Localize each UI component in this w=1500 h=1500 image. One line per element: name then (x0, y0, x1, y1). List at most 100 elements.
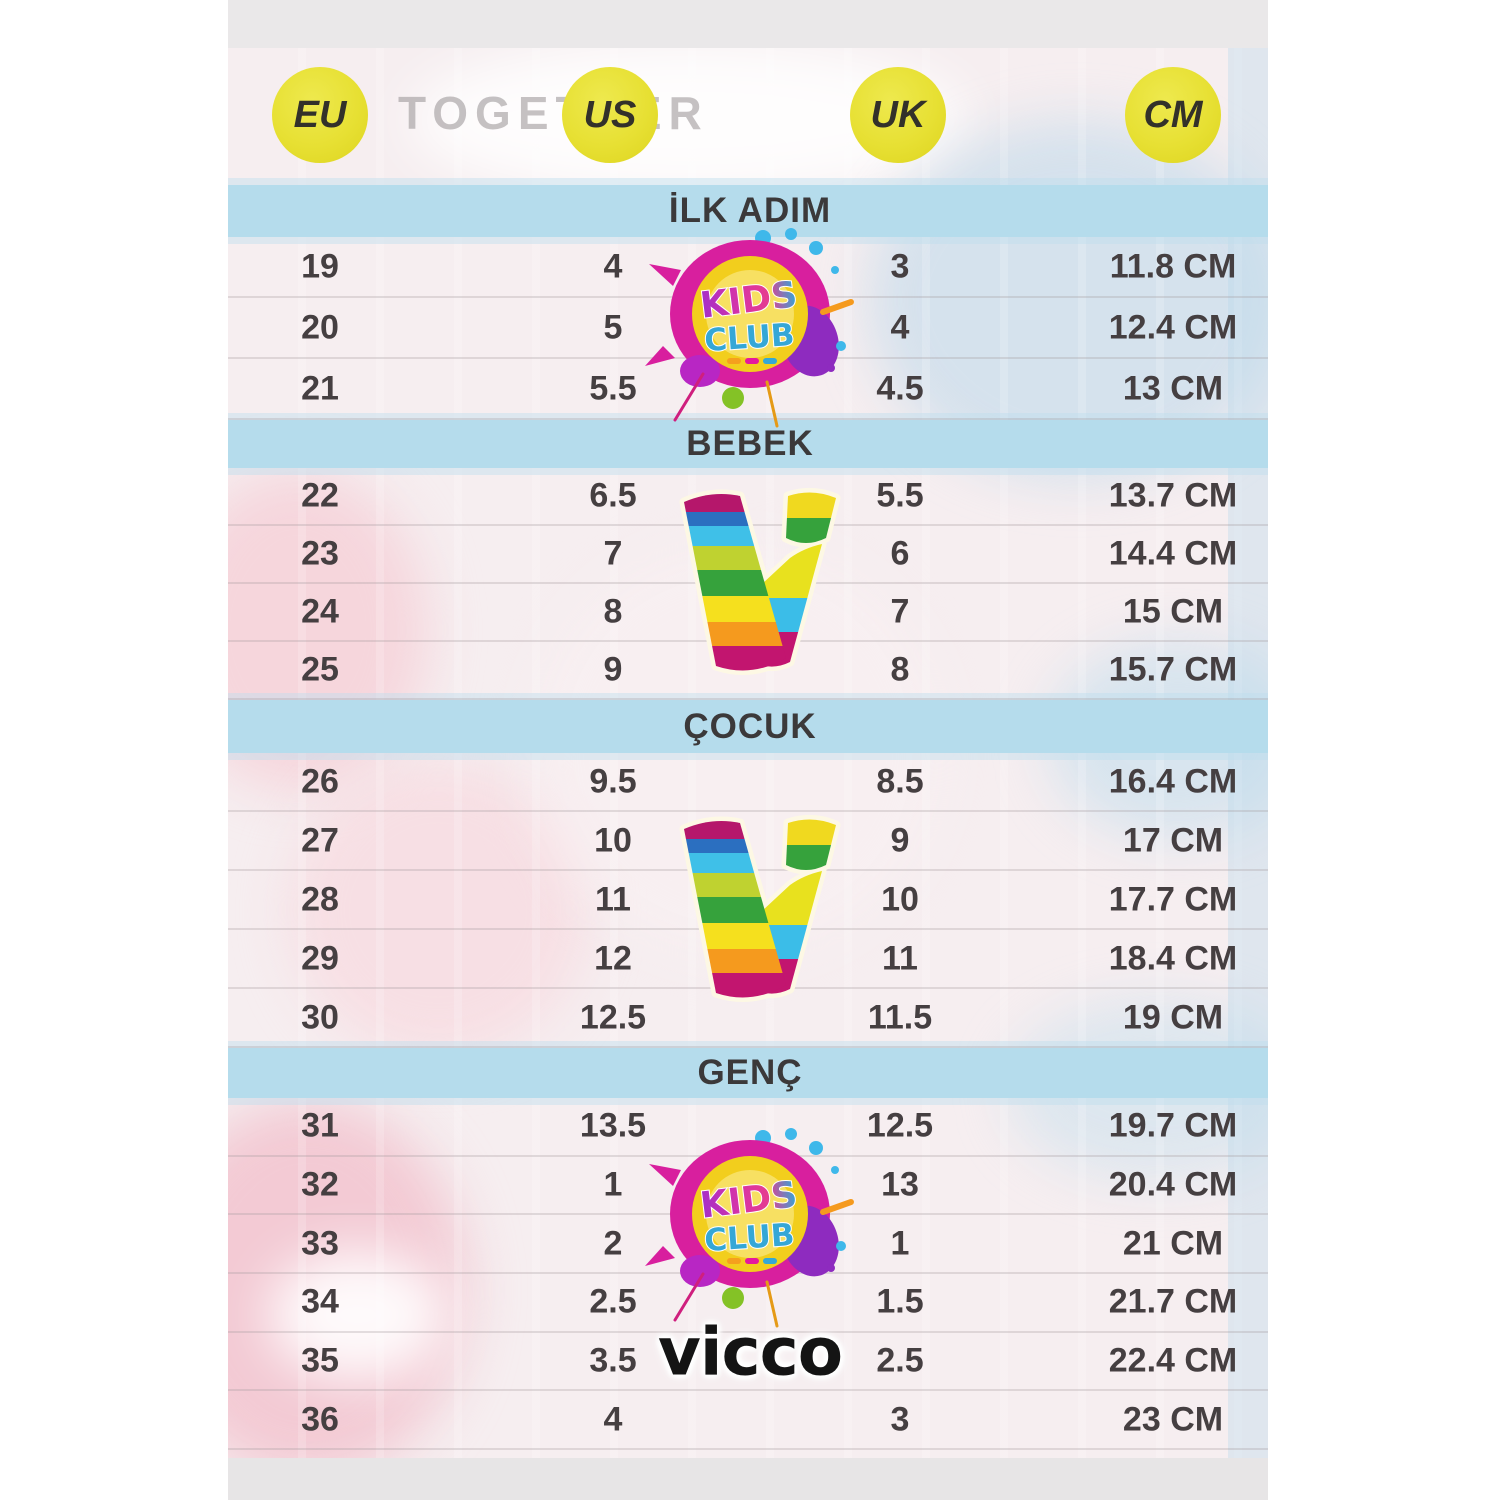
cell-eu: 25 (301, 650, 339, 689)
cell-us: 5 (603, 308, 623, 346)
cell-us: 10 (594, 821, 632, 859)
vicco-wordmark: vicco (657, 1313, 843, 1391)
cell-cm: 21.7 CM (1108, 1282, 1238, 1321)
cell-cm: 18.4 CM (1108, 939, 1238, 977)
cell-eu: 32 (301, 1165, 339, 1204)
cell-uk: 4 (890, 308, 910, 346)
table-row: 30 12.5 11.5 19 CM (228, 989, 1268, 1048)
cell-uk: 8.5 (876, 762, 924, 800)
cell-us: 9.5 (589, 762, 637, 800)
kids-club-line2: CLUB (703, 1217, 795, 1259)
section-label: BEBEK (686, 424, 814, 463)
cell-uk: 3 (890, 1400, 910, 1439)
cell-eu: 20 (301, 308, 339, 346)
cell-eu: 19 (301, 247, 339, 285)
right-edge-tint (1228, 48, 1268, 1458)
cell-eu: 29 (301, 939, 339, 977)
column-badge-us: US (562, 67, 658, 163)
cell-eu: 33 (301, 1224, 339, 1263)
cell-cm: 11.8 CM (1109, 247, 1237, 285)
cell-us: 2 (603, 1224, 623, 1263)
green-dot (722, 1287, 744, 1309)
cell-cm: 13.7 CM (1108, 476, 1238, 515)
cell-uk: 1 (890, 1224, 910, 1263)
cell-uk: 11.5 (867, 998, 933, 1036)
vicco-v-logo-icon (679, 815, 841, 1002)
column-label-us: US (583, 93, 637, 136)
section-band-ilk-adim: İLK ADIM (228, 185, 1268, 237)
cell-us: 4 (603, 247, 623, 285)
section-label: İLK ADIM (668, 191, 832, 230)
cell-cm: 23 CM (1122, 1400, 1224, 1439)
section-band-bebek: BEBEK (228, 420, 1268, 468)
cell-uk: 6 (890, 534, 910, 573)
cell-us: 1 (603, 1165, 623, 1204)
cell-eu: 26 (301, 762, 339, 800)
cell-eu: 30 (301, 998, 339, 1036)
table-row: 36 4 3 23 CM (228, 1391, 1268, 1451)
top-gray-strip (228, 0, 1268, 48)
cell-cm: 12.4 CM (1108, 308, 1238, 346)
cell-us: 8 (603, 592, 623, 631)
cell-us: 12.5 (579, 998, 647, 1036)
cell-cm: 15.7 CM (1108, 650, 1238, 689)
cell-cm: 15 CM (1122, 592, 1224, 631)
cell-uk: 3 (890, 247, 910, 285)
cell-eu: 24 (301, 592, 339, 631)
cell-cm: 20.4 CM (1108, 1165, 1238, 1204)
background-word: TOGETHER (398, 87, 709, 139)
cell-cm: 17 CM (1122, 821, 1224, 859)
cell-uk: 11 (882, 939, 918, 977)
cell-uk: 1.5 (876, 1282, 924, 1321)
bottom-gray-strip (228, 1458, 1268, 1500)
cell-us: 9 (603, 650, 623, 689)
cell-uk: 13 (881, 1165, 919, 1204)
cell-uk: 4.5 (876, 369, 924, 407)
cell-uk: 9 (890, 821, 910, 859)
cell-eu: 36 (301, 1400, 339, 1439)
cell-us: 13.5 (579, 1106, 647, 1145)
cell-uk: 7 (890, 592, 910, 631)
cell-us: 5.5 (589, 369, 637, 407)
cell-uk: 5.5 (876, 476, 924, 515)
cell-us: 4 (603, 1400, 623, 1439)
cell-eu: 21 (301, 369, 339, 407)
cell-eu: 31 (301, 1106, 339, 1145)
cell-eu: 27 (301, 821, 339, 859)
cell-eu: 28 (301, 880, 339, 918)
column-label-cm: CM (1143, 93, 1203, 136)
cell-cm: 21 CM (1122, 1224, 1224, 1263)
table-row: 26 9.5 8.5 16.4 CM (228, 753, 1268, 812)
cell-uk: 12.5 (866, 1106, 934, 1145)
cell-us: 7 (603, 534, 623, 573)
green-dot (722, 387, 744, 409)
column-label-eu: EU (293, 93, 347, 136)
table-row: 21 5.5 4.5 13 CM (228, 359, 1268, 420)
kids-club-line2: CLUB (703, 317, 795, 359)
cell-cm: 13 CM (1122, 369, 1224, 407)
cell-cm: 22.4 CM (1108, 1341, 1238, 1380)
cell-us: 11 (595, 880, 631, 918)
section-rows-cocuk: 26 9.5 8.5 16.4 CM 27 10 9 17 CM 28 11 1… (228, 753, 1268, 1048)
cell-eu: 22 (301, 476, 339, 515)
cell-us: 2.5 (589, 1282, 637, 1321)
size-chart: TOGETHER EU US UK CM İLK ADIM BEBEK ÇOCU… (228, 0, 1268, 1500)
column-badge-uk: UK (850, 67, 946, 163)
cell-eu: 34 (301, 1282, 339, 1321)
cell-cm: 14.4 CM (1108, 534, 1238, 573)
cell-uk: 8 (890, 650, 910, 689)
table-row: 35 3.5 2.5 22.4 CM (228, 1333, 1268, 1392)
cell-eu: 23 (301, 534, 339, 573)
cell-us: 6.5 (589, 476, 637, 515)
section-label: GENÇ (697, 1053, 803, 1092)
cell-cm: 16.4 CM (1108, 762, 1238, 800)
table-row: 25 9 8 15.7 CM (228, 642, 1268, 700)
kids-club-logo-icon: KIDS CLUB (645, 1128, 854, 1328)
cell-uk: 2.5 (876, 1341, 924, 1380)
table-row: 31 13.5 12.5 19.7 CM (228, 1098, 1268, 1157)
cell-cm: 17.7 CM (1108, 880, 1238, 918)
table-row: 34 2.5 1.5 21.7 CM (228, 1274, 1268, 1333)
kids-club-logo-icon: KIDS CLUB (645, 228, 854, 428)
table-row: 28 11 10 17.7 CM (228, 871, 1268, 930)
